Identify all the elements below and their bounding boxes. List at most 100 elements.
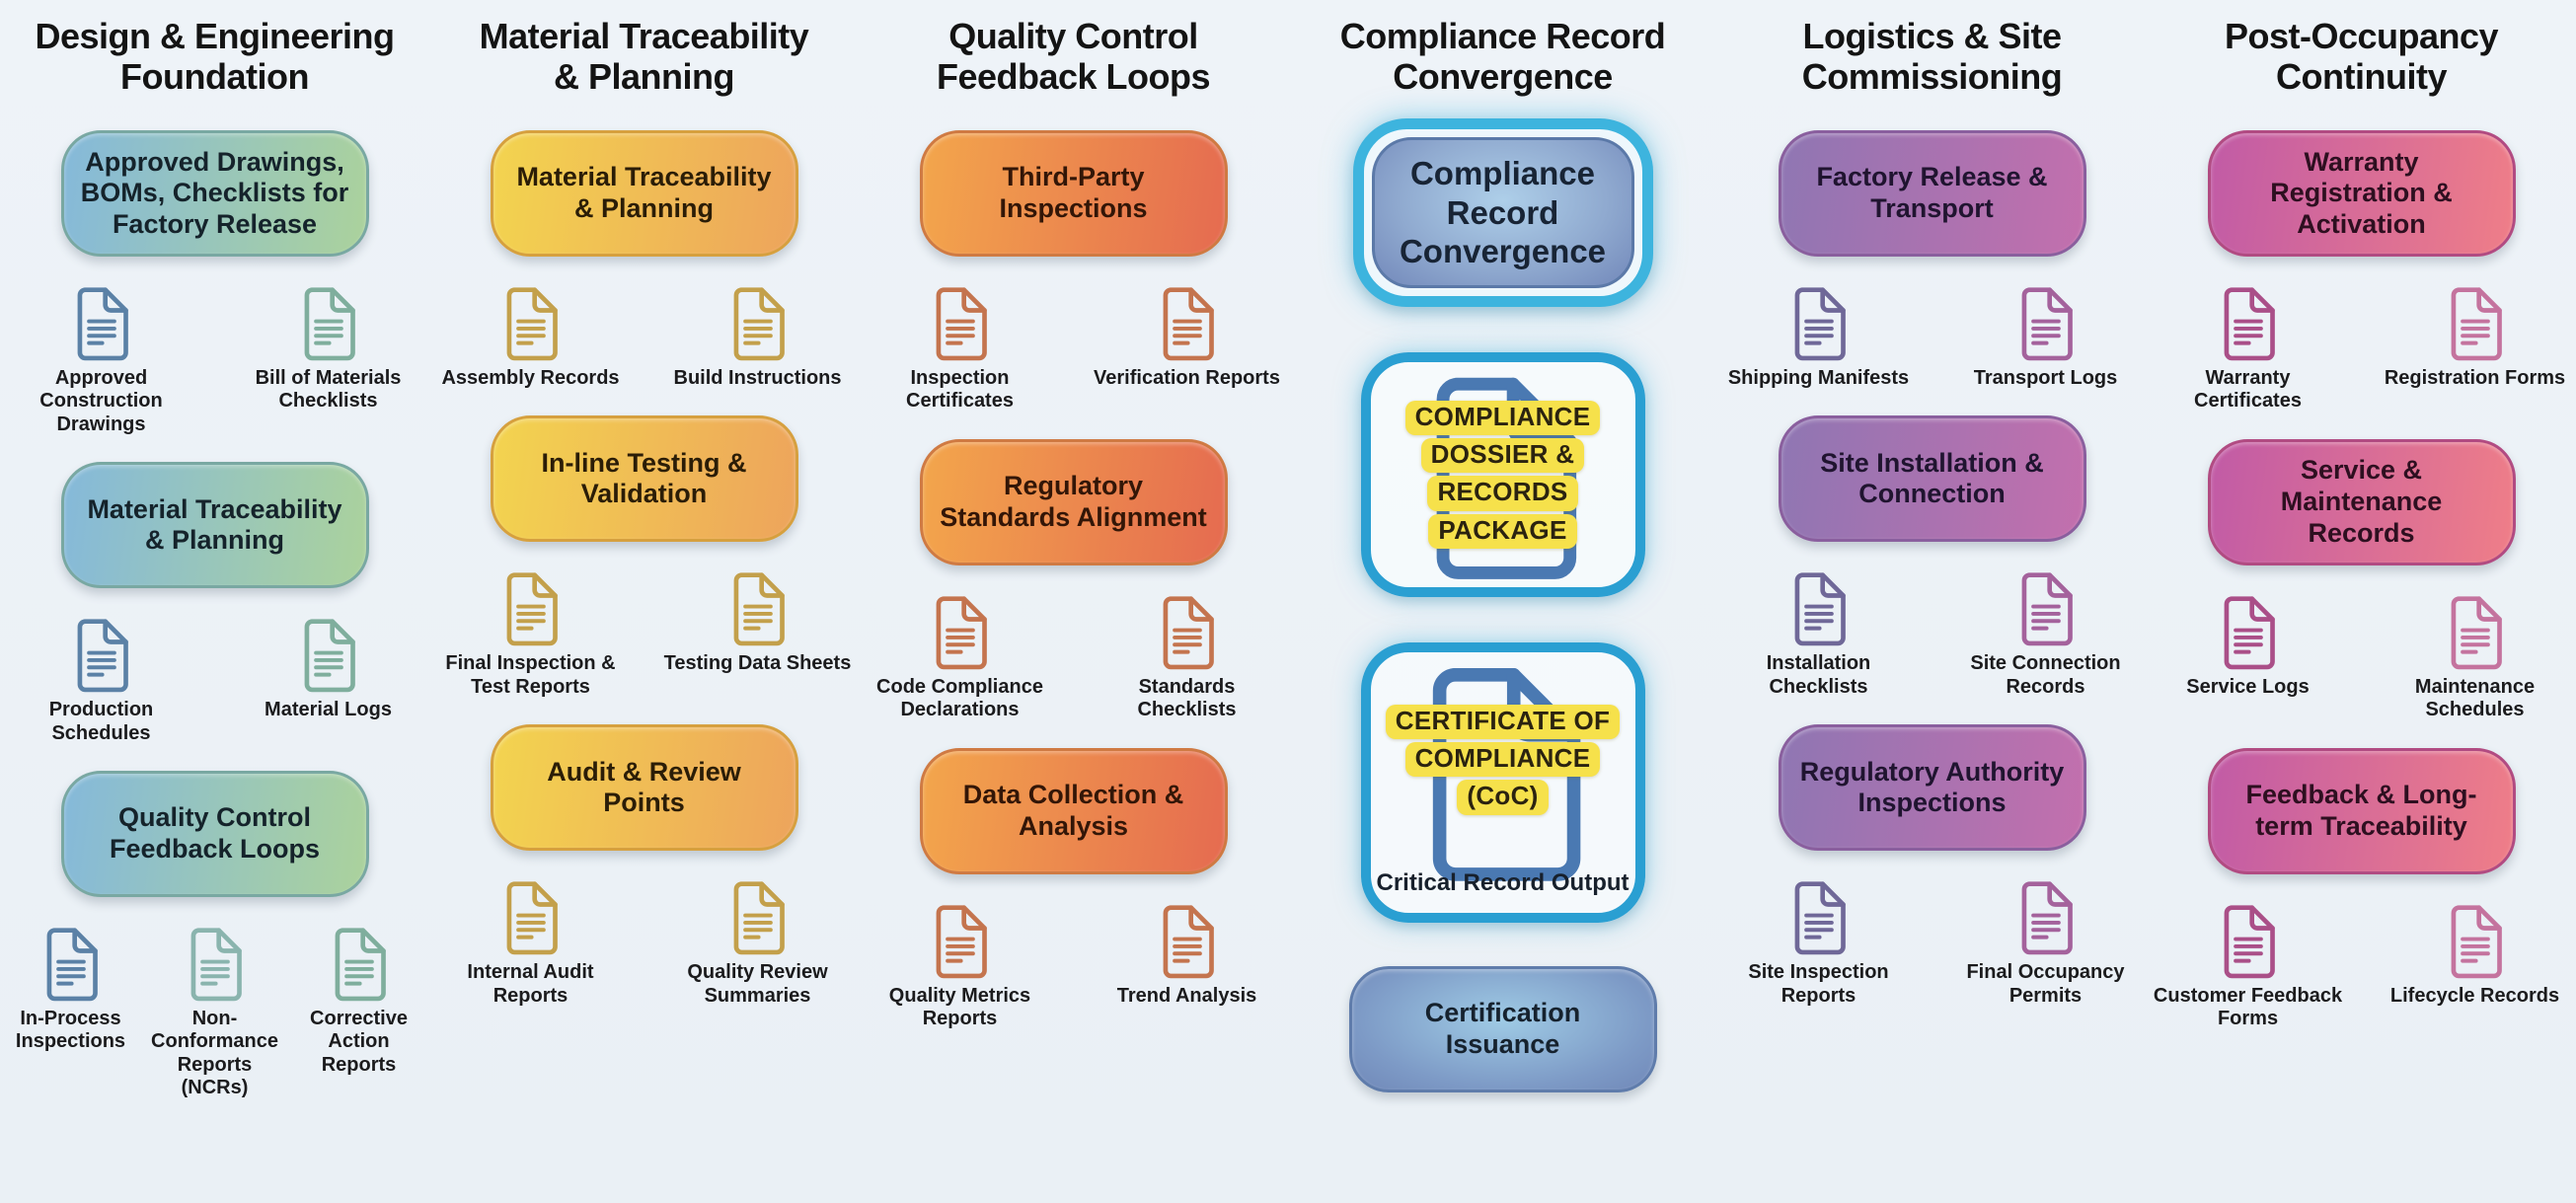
column-title-line: Continuity bbox=[2276, 56, 2447, 97]
document-icon bbox=[304, 287, 355, 361]
doc-item-maintenance-schedules: Maintenance Schedules bbox=[2377, 595, 2574, 722]
column-design-engineering-foundation: Design & Engineering Foundation Approved D… bbox=[0, 0, 429, 1203]
doc-label: Corrective Action Reports bbox=[310, 1007, 408, 1076]
doc-item-transport-logs: Transport Logs bbox=[1947, 286, 2145, 390]
document-icon bbox=[304, 619, 355, 693]
docs-row: Inspection Certificates Verification Repo… bbox=[862, 286, 1286, 414]
document-icon bbox=[2021, 881, 2073, 955]
stage-box-material-traceability-planning: Material Traceability & Planning bbox=[60, 462, 369, 589]
document-icon bbox=[2451, 904, 2502, 978]
document-icon-wrap bbox=[184, 927, 247, 1002]
doc-item-non-conformance-reports-ncrs: Non-Conformance Reports (NCRs) bbox=[150, 927, 280, 1100]
document-icon bbox=[77, 619, 128, 693]
column-title: Compliance Record Convergence bbox=[1288, 10, 1717, 105]
convergence-box: Compliance Record Convergence bbox=[1371, 137, 1634, 288]
doc-item-warranty-certificates: Warranty Certificates bbox=[2150, 286, 2347, 414]
stage-box-factory-release-transport: Factory Release & Transport bbox=[1778, 130, 2086, 257]
document-icon-wrap bbox=[39, 927, 103, 1002]
column-title-line: Logistics & Site bbox=[1802, 16, 2062, 57]
stage-box-data-collection-analysis: Data Collection & Analysis bbox=[919, 747, 1228, 874]
doc-item-shipping-manifests: Shipping Manifests bbox=[1720, 286, 1918, 390]
column-title-line: Design & Engineering bbox=[35, 16, 395, 57]
column-title-line: Material Traceability bbox=[479, 16, 809, 57]
doc-label: Maintenance Schedules bbox=[2414, 675, 2536, 721]
column-title-line: Quality Control bbox=[948, 16, 1198, 57]
doc-item-assembly-records: Assembly Records bbox=[432, 286, 630, 390]
document-icon bbox=[1794, 287, 1846, 361]
column-title-line: Commissioning bbox=[1801, 56, 2063, 97]
document-icon bbox=[506, 287, 558, 361]
column-logistics-site-commissioning: Logistics & Site Commissioning Factory Rel… bbox=[1717, 0, 2147, 1203]
column-title: Quality Control Feedback Loops bbox=[859, 10, 1288, 105]
stage-box-quality-control-feedback-loops: Quality Control Feedback Loops bbox=[60, 770, 369, 897]
column-title-line: Feedback Loops bbox=[936, 56, 1211, 97]
doc-item-testing-data-sheets: Testing Data Sheets bbox=[659, 571, 857, 675]
compliance-dossier-frame: COMPLIANCE DOSSIER & RECORDS PACKAGE bbox=[1360, 351, 1645, 597]
doc-item-in-process-inspections: In-Process Inspections bbox=[6, 927, 136, 1054]
doc-label: Lifecycle Records bbox=[2389, 984, 2560, 1007]
highlight-line: (CoC) bbox=[1457, 780, 1549, 815]
document-icon-wrap bbox=[1156, 286, 1219, 361]
document-icon-wrap bbox=[929, 904, 992, 979]
column-title-line: Compliance Record bbox=[1339, 16, 1666, 57]
document-icon bbox=[1163, 904, 1214, 978]
document-icon-wrap bbox=[1156, 904, 1219, 979]
doc-label: Quality Metrics Reports bbox=[888, 984, 1031, 1029]
document-icon-wrap bbox=[726, 880, 790, 955]
doc-item-final-occupancy-permits: Final Occupancy Permits bbox=[1947, 880, 2145, 1008]
stage-box-regulatory-standards-alignment: Regulatory Standards Alignment bbox=[919, 438, 1228, 565]
document-icon bbox=[2021, 572, 2073, 646]
doc-label: Build Instructions bbox=[673, 367, 842, 389]
frame-caption: Critical Record Output bbox=[1376, 868, 1629, 896]
highlight-line: COMPLIANCE bbox=[1404, 400, 1601, 435]
stage-box-regulatory-authority-inspections: Regulatory Authority Inspections bbox=[1778, 724, 2086, 852]
document-icon-wrap bbox=[2217, 595, 2280, 670]
certificate-of-compliance-frame: CERTIFICATE OF COMPLIANCE (CoC) Critical Re… bbox=[1360, 641, 1645, 923]
column-material-traceability-planning: Material Traceability & Planning Material … bbox=[429, 0, 859, 1203]
doc-label: Trend Analysis bbox=[1116, 984, 1257, 1007]
document-icon-wrap bbox=[1787, 286, 1851, 361]
document-icon-wrap bbox=[2014, 286, 2078, 361]
document-icon bbox=[46, 928, 98, 1002]
docs-row: Approved Construction Drawings Bill of Ma… bbox=[3, 286, 427, 436]
doc-item-quality-review-summaries: Quality Review Summaries bbox=[659, 880, 857, 1008]
stage-box-site-installation-connection: Site Installation & Connection bbox=[1778, 415, 2086, 543]
document-icon bbox=[335, 928, 386, 1002]
docs-row: Final Inspection & Test Reports Testing D… bbox=[432, 571, 857, 699]
column-post-occupancy-continuity: Post-Occupancy Continuity Warranty Registr… bbox=[2147, 0, 2576, 1203]
document-icon-wrap bbox=[2444, 904, 2507, 979]
highlight-line: CERTIFICATE OF bbox=[1385, 704, 1621, 740]
docs-row: Service Logs Maintenance Schedules bbox=[2150, 595, 2574, 722]
document-icon bbox=[190, 928, 242, 1002]
document-icon-wrap bbox=[2444, 595, 2507, 670]
document-icon bbox=[733, 881, 785, 955]
stage-box-material-traceability-planning: Material Traceability & Planning bbox=[490, 130, 798, 257]
document-icon-wrap bbox=[499, 571, 563, 646]
stage-box-approved-drawings-boms-checklists-for-fact: Approved Drawings, BOMs, Checklists for … bbox=[60, 130, 369, 257]
docs-row: Site Inspection Reports Final Occupancy P… bbox=[1720, 880, 2145, 1008]
doc-item-registration-forms: Registration Forms bbox=[2377, 286, 2574, 390]
doc-label: Quality Review Summaries bbox=[687, 961, 828, 1007]
document-icon bbox=[733, 572, 785, 646]
doc-label: Transport Logs bbox=[1973, 367, 2118, 389]
document-icon-wrap bbox=[297, 286, 360, 361]
doc-label: Site Connection Records bbox=[1970, 652, 2121, 698]
document-icon bbox=[2451, 596, 2502, 670]
doc-item-trend-analysis: Trend Analysis bbox=[1089, 904, 1286, 1008]
doc-label: Inspection Certificates bbox=[906, 367, 1014, 413]
highlight-text: CERTIFICATE OF COMPLIANCE (CoC) bbox=[1385, 702, 1621, 818]
stage-box-in-line-testing-validation: In-line Testing & Validation bbox=[490, 415, 798, 543]
doc-label: Final Occupancy Permits bbox=[1966, 961, 2125, 1007]
doc-label: In-Process Inspections bbox=[15, 1007, 126, 1053]
doc-item-approved-construction-drawings: Approved Construction Drawings bbox=[3, 286, 200, 436]
document-icon-wrap bbox=[929, 595, 992, 670]
document-icon bbox=[936, 287, 987, 361]
document-icon-wrap bbox=[2217, 286, 2280, 361]
doc-label: Assembly Records bbox=[441, 367, 620, 389]
convergence-ring: Compliance Record Convergence bbox=[1352, 118, 1653, 307]
doc-item-service-logs: Service Logs bbox=[2150, 595, 2347, 699]
document-icon bbox=[506, 572, 558, 646]
docs-row: Assembly Records Build Instructions bbox=[432, 286, 857, 390]
doc-label: Standards Checklists bbox=[1137, 675, 1237, 721]
